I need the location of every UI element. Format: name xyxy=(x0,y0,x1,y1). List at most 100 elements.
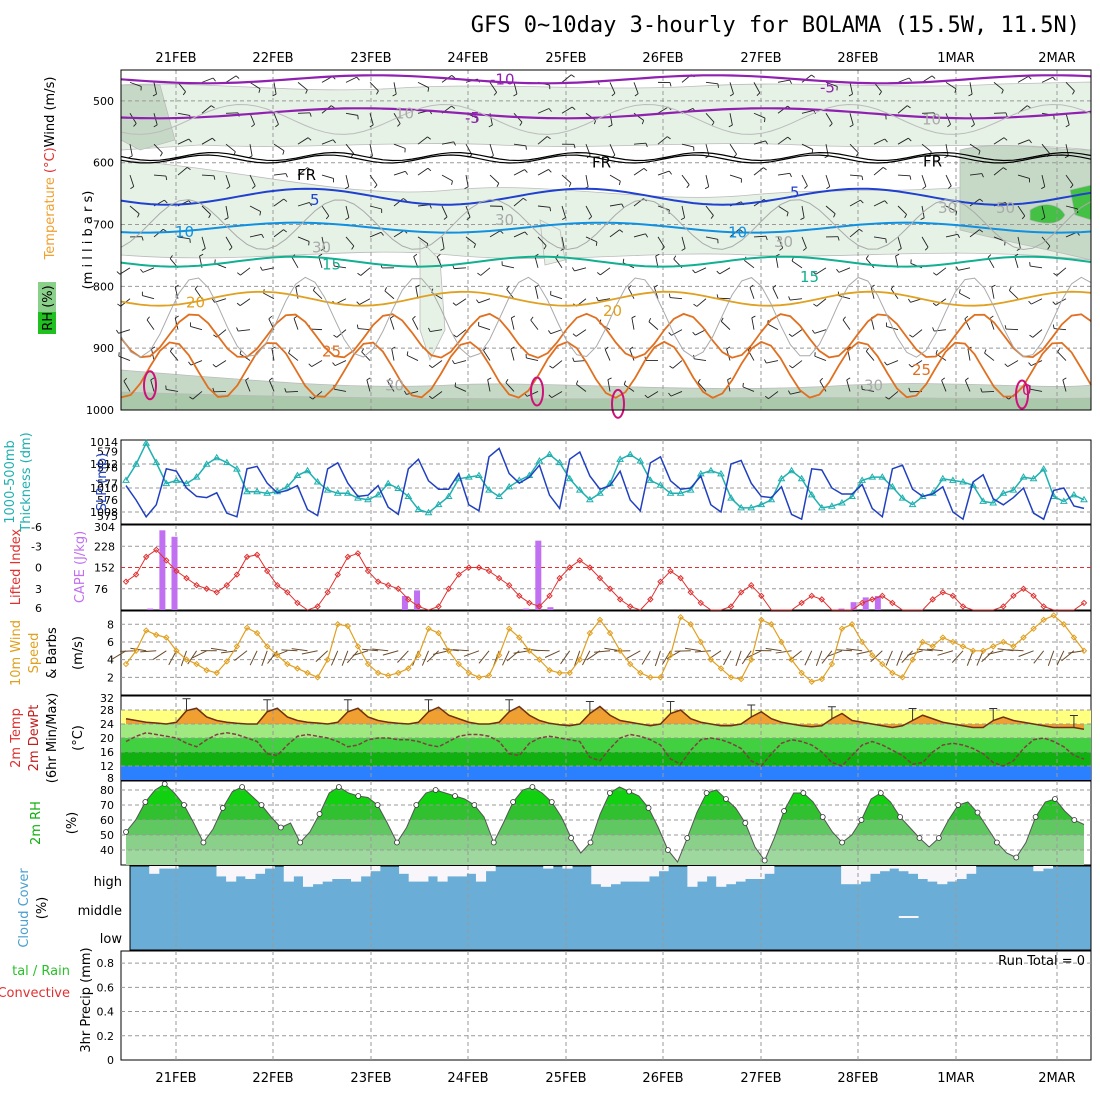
wind-barb xyxy=(862,389,875,392)
wind10-point xyxy=(364,660,372,668)
wind-barb-flag xyxy=(980,388,983,393)
wind-barb-flag xyxy=(788,390,791,395)
wind-barb-flag xyxy=(787,136,792,140)
wind-barb-flag xyxy=(668,293,671,298)
wind10-point xyxy=(657,674,664,681)
wind-barb xyxy=(345,205,350,218)
wind-barb xyxy=(550,294,563,300)
wind-barb-flag xyxy=(813,303,817,307)
wind-barb-flag xyxy=(791,257,794,262)
wind-barb-flag xyxy=(669,82,672,87)
wind-barb xyxy=(334,388,347,392)
wind-barb xyxy=(513,169,525,176)
wind-barb-flag xyxy=(1065,124,1070,128)
wind-barb xyxy=(934,329,947,332)
wind-barb xyxy=(192,391,203,400)
wind-barb xyxy=(911,360,923,368)
wind-barb xyxy=(561,205,567,218)
thickness-point xyxy=(132,460,140,467)
cloud-gap-high xyxy=(226,866,237,882)
wind-barb xyxy=(790,391,803,395)
wind-barb-flag xyxy=(493,92,497,96)
wind-barb xyxy=(945,81,957,90)
wind-barb xyxy=(225,112,239,114)
chart-title: GFS 0~10day 3-hourly for BOLAMA (15.5W, … xyxy=(471,13,1080,38)
cloud-gap-high xyxy=(869,866,881,874)
wind-barb xyxy=(456,329,467,338)
wind-barb xyxy=(777,172,790,176)
wind10-point xyxy=(899,674,906,681)
wind-barb-flag xyxy=(846,377,851,381)
wind-barb xyxy=(194,288,203,299)
wind-barb xyxy=(480,267,491,276)
rh-point xyxy=(955,802,962,808)
wind-barb-flag xyxy=(979,198,984,202)
wind-barb-flag xyxy=(320,248,325,251)
cloud-gap-high xyxy=(927,866,938,882)
cloud-level-label: middle xyxy=(78,904,122,919)
wind-barb-flag xyxy=(466,216,471,220)
wind-barb-flag xyxy=(1026,105,1031,109)
lifted-index-point xyxy=(203,585,210,592)
wind-barb xyxy=(249,174,256,187)
wind-barb xyxy=(393,113,401,124)
wind10-point xyxy=(1000,638,1007,646)
thickness-point xyxy=(777,474,786,482)
wind-barb-flag xyxy=(406,351,409,356)
wind-barb-flag xyxy=(908,137,912,142)
wind-barb xyxy=(772,287,779,299)
wind-barb xyxy=(657,170,670,176)
wind-barb-flag xyxy=(728,124,733,128)
wind-barb xyxy=(201,77,214,83)
thickness-point xyxy=(313,478,322,485)
thickness-point xyxy=(868,473,877,480)
wind-barb-flag xyxy=(655,253,660,257)
cloud-gap-high xyxy=(427,866,439,877)
cloud-gap-high xyxy=(485,866,496,872)
rh-point xyxy=(664,847,671,853)
wind-barb-flag xyxy=(174,284,179,288)
wind-barb xyxy=(1030,265,1043,269)
wind-barb-flag xyxy=(1028,139,1032,144)
wind10-point xyxy=(818,675,826,683)
contour-label: 10 xyxy=(395,104,414,122)
wind10-point xyxy=(566,669,573,677)
wind-barb-flag xyxy=(476,117,478,122)
wind-barb xyxy=(681,174,690,185)
wind-barb-flag xyxy=(488,124,493,128)
wind-barb-flag xyxy=(789,79,792,84)
wind10-barb xyxy=(641,650,651,665)
wind-barb-flag xyxy=(571,267,575,272)
wind-barb-flag xyxy=(285,173,288,178)
wind-barb-flag xyxy=(506,285,510,290)
wind-barb-flag xyxy=(451,105,456,109)
lifted-index-point xyxy=(243,553,251,561)
thickness-point xyxy=(676,489,685,496)
wind10-point xyxy=(173,647,180,654)
rh2m-panel xyxy=(120,780,1092,866)
wind-barb-flag xyxy=(237,272,241,276)
wind-barb xyxy=(297,236,310,242)
wind-barb-flag xyxy=(325,215,330,220)
rh-legend-label: RH (%) xyxy=(41,285,56,330)
lifted-index-point xyxy=(153,546,160,553)
wind-barb-flag xyxy=(667,136,671,140)
wind-barb-flag xyxy=(511,315,516,319)
wind-barb xyxy=(825,174,831,187)
wind10-point xyxy=(505,625,513,632)
thickness-point xyxy=(626,450,635,458)
wind-barb-flag xyxy=(984,349,987,354)
tick-label: 0 xyxy=(35,562,42,575)
wind10-barb xyxy=(976,650,984,666)
wind-barb xyxy=(766,360,779,364)
wind10-point xyxy=(596,616,604,624)
wind-barb-flag xyxy=(1052,324,1055,329)
wind-barb xyxy=(1041,143,1050,154)
precip-panel xyxy=(120,950,1092,1061)
wind-barb-flag xyxy=(749,284,754,288)
wind-barb-flag xyxy=(505,378,509,383)
wind-barb-flag xyxy=(1041,186,1045,190)
wind-barb xyxy=(249,233,262,238)
ylabel-precip-conv: Convective xyxy=(0,986,70,1001)
wind10-point xyxy=(122,660,130,668)
